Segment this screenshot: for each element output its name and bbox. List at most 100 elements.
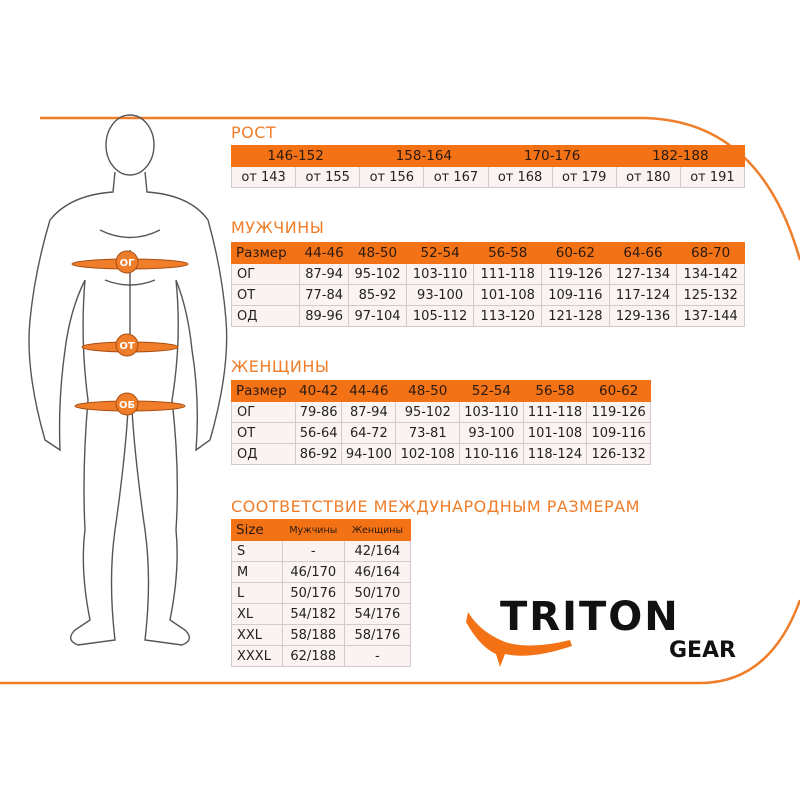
table-row: ОГ 79-86 87-94 95-102 103-110 111-118 119-126 bbox=[230, 401, 651, 423]
women-cell: 109-116 bbox=[586, 422, 651, 444]
women-cell: 95-102 bbox=[395, 401, 461, 423]
men-cell: 77-84 bbox=[299, 284, 350, 306]
women-cell: 102-108 bbox=[395, 443, 461, 465]
women-cell: 73-81 bbox=[395, 422, 461, 444]
intl-header-cell: Size bbox=[231, 519, 283, 541]
men-cell: 129-136 bbox=[608, 305, 678, 327]
women-cell: 110-116 bbox=[459, 443, 524, 465]
men-cell: 119-126 bbox=[541, 263, 610, 285]
men-cell: 105-112 bbox=[405, 305, 475, 327]
intl-cell: XL bbox=[231, 603, 283, 625]
men-cell: 109-116 bbox=[541, 284, 610, 306]
triton-gear-logo: TRITON GEAR bbox=[460, 592, 740, 672]
men-cell: 87-94 bbox=[299, 263, 350, 285]
logo-text-triton: TRITON bbox=[500, 594, 680, 640]
women-cell: ОД bbox=[230, 443, 297, 465]
intl-cell: 58/188 bbox=[281, 624, 345, 646]
band-label-waist: ОТ bbox=[119, 341, 135, 352]
men-cell: 137-144 bbox=[676, 305, 745, 327]
intl-cell: M bbox=[231, 561, 283, 583]
intl-cell: 46/170 bbox=[281, 561, 345, 583]
table-row: XXL 58/188 58/176 bbox=[231, 624, 412, 646]
women-title: ЖЕНЩИНЫ bbox=[231, 357, 330, 376]
men-header-row: Размер 44-46 48-50 52-54 56-58 60-62 64-66 68-7… bbox=[230, 242, 745, 264]
intl-header-cell: Мужчины bbox=[281, 519, 345, 541]
intl-cell: 54/182 bbox=[281, 603, 345, 625]
women-cell: 64-72 bbox=[341, 422, 397, 444]
men-cell: 113-120 bbox=[473, 305, 543, 327]
height-value-cell: от 168 bbox=[487, 166, 553, 188]
intl-cell: L bbox=[231, 582, 283, 604]
men-cell: ОГ bbox=[230, 263, 301, 285]
women-header-row: Размер 40-42 44-46 48-50 52-54 56-58 60-62 bbox=[230, 380, 651, 402]
men-cell: 127-134 bbox=[608, 263, 678, 285]
women-cell: 87-94 bbox=[341, 401, 397, 423]
women-cell: 119-126 bbox=[586, 401, 651, 423]
women-table: Размер 40-42 44-46 48-50 52-54 56-58 60-62 ОГ 79… bbox=[230, 380, 651, 465]
table-row: ОД 86-92 94-100 102-108 110-116 118-124 126-13… bbox=[230, 443, 651, 465]
height-value-cell: от 167 bbox=[423, 166, 489, 188]
height-value-cell: от 191 bbox=[679, 166, 746, 188]
men-title: МУЖЧИНЫ bbox=[231, 218, 325, 237]
men-table: Размер 44-46 48-50 52-54 56-58 60-62 64-66 68-7… bbox=[230, 242, 745, 327]
men-cell: 121-128 bbox=[541, 305, 610, 327]
women-cell: 126-132 bbox=[586, 443, 651, 465]
men-header-cell: 48-50 bbox=[348, 242, 407, 264]
body-figure bbox=[28, 114, 228, 646]
men-cell: 95-102 bbox=[348, 263, 407, 285]
men-cell: 111-118 bbox=[473, 263, 543, 285]
table-row: L 50/176 50/170 bbox=[231, 582, 412, 604]
intl-cell: 54/176 bbox=[343, 603, 412, 625]
women-cell: ОТ bbox=[230, 422, 297, 444]
women-cell: 86-92 bbox=[295, 443, 343, 465]
women-cell: 93-100 bbox=[459, 422, 524, 444]
intl-cell: - bbox=[281, 540, 345, 562]
intl-cell: XXL bbox=[231, 624, 283, 646]
table-row: M 46/170 46/164 bbox=[231, 561, 412, 583]
height-range-header: 182-188 bbox=[615, 145, 746, 167]
women-header-cell: 48-50 bbox=[395, 380, 461, 402]
table-row: XXXL 62/188- bbox=[231, 645, 412, 667]
men-cell: 134-142 bbox=[676, 263, 745, 285]
intl-header-row: Size Мужчины Женщины bbox=[231, 519, 412, 541]
height-range-header: 146-152 bbox=[230, 145, 361, 167]
table-row: ОГ 87-94 95-102 103-110 111-118 119-126 127-13… bbox=[230, 263, 745, 285]
women-cell: 103-110 bbox=[459, 401, 524, 423]
intl-cell: 46/164 bbox=[343, 561, 412, 583]
men-cell: 93-100 bbox=[405, 284, 475, 306]
band-label-chest: ОГ bbox=[120, 258, 136, 269]
table-row: S -42/164 bbox=[231, 540, 412, 562]
men-cell: 85-92 bbox=[348, 284, 407, 306]
men-header-cell: 56-58 bbox=[473, 242, 543, 264]
height-value-cell: от 180 bbox=[615, 166, 681, 188]
table-row: ОТ 56-64 64-72 73-81 93-100 101-108 109-116 bbox=[230, 422, 651, 444]
intl-cell: 50/176 bbox=[281, 582, 345, 604]
height-value-cell: от 155 bbox=[295, 166, 361, 188]
intl-cell: 42/164 bbox=[343, 540, 412, 562]
logo-text-gear: GEAR bbox=[668, 638, 736, 663]
men-header-cell: 60-62 bbox=[541, 242, 610, 264]
salamander-icon bbox=[466, 612, 572, 667]
intl-cell: XXXL bbox=[231, 645, 283, 667]
women-cell: ОГ bbox=[230, 401, 297, 423]
men-header-cell: Размер bbox=[230, 242, 301, 264]
men-header-cell: 64-66 bbox=[608, 242, 678, 264]
women-header-cell: 44-46 bbox=[341, 380, 397, 402]
intl-cell: 50/170 bbox=[343, 582, 412, 604]
intl-cell: - bbox=[343, 645, 412, 667]
women-header-cell: 40-42 bbox=[295, 380, 343, 402]
measurement-bands: ОГ ОТ ОБ bbox=[71, 250, 189, 416]
band-label-hips: ОБ bbox=[119, 400, 135, 411]
women-cell: 111-118 bbox=[522, 401, 588, 423]
men-cell: 89-96 bbox=[299, 305, 350, 327]
men-cell: 101-108 bbox=[473, 284, 543, 306]
men-cell: 103-110 bbox=[405, 263, 475, 285]
men-cell: 117-124 bbox=[608, 284, 678, 306]
men-cell: ОД bbox=[230, 305, 301, 327]
men-cell: 97-104 bbox=[348, 305, 407, 327]
women-header-cell: Размер bbox=[230, 380, 297, 402]
men-header-cell: 52-54 bbox=[405, 242, 475, 264]
intl-cell: S bbox=[231, 540, 283, 562]
intl-cell: 62/188 bbox=[281, 645, 345, 667]
